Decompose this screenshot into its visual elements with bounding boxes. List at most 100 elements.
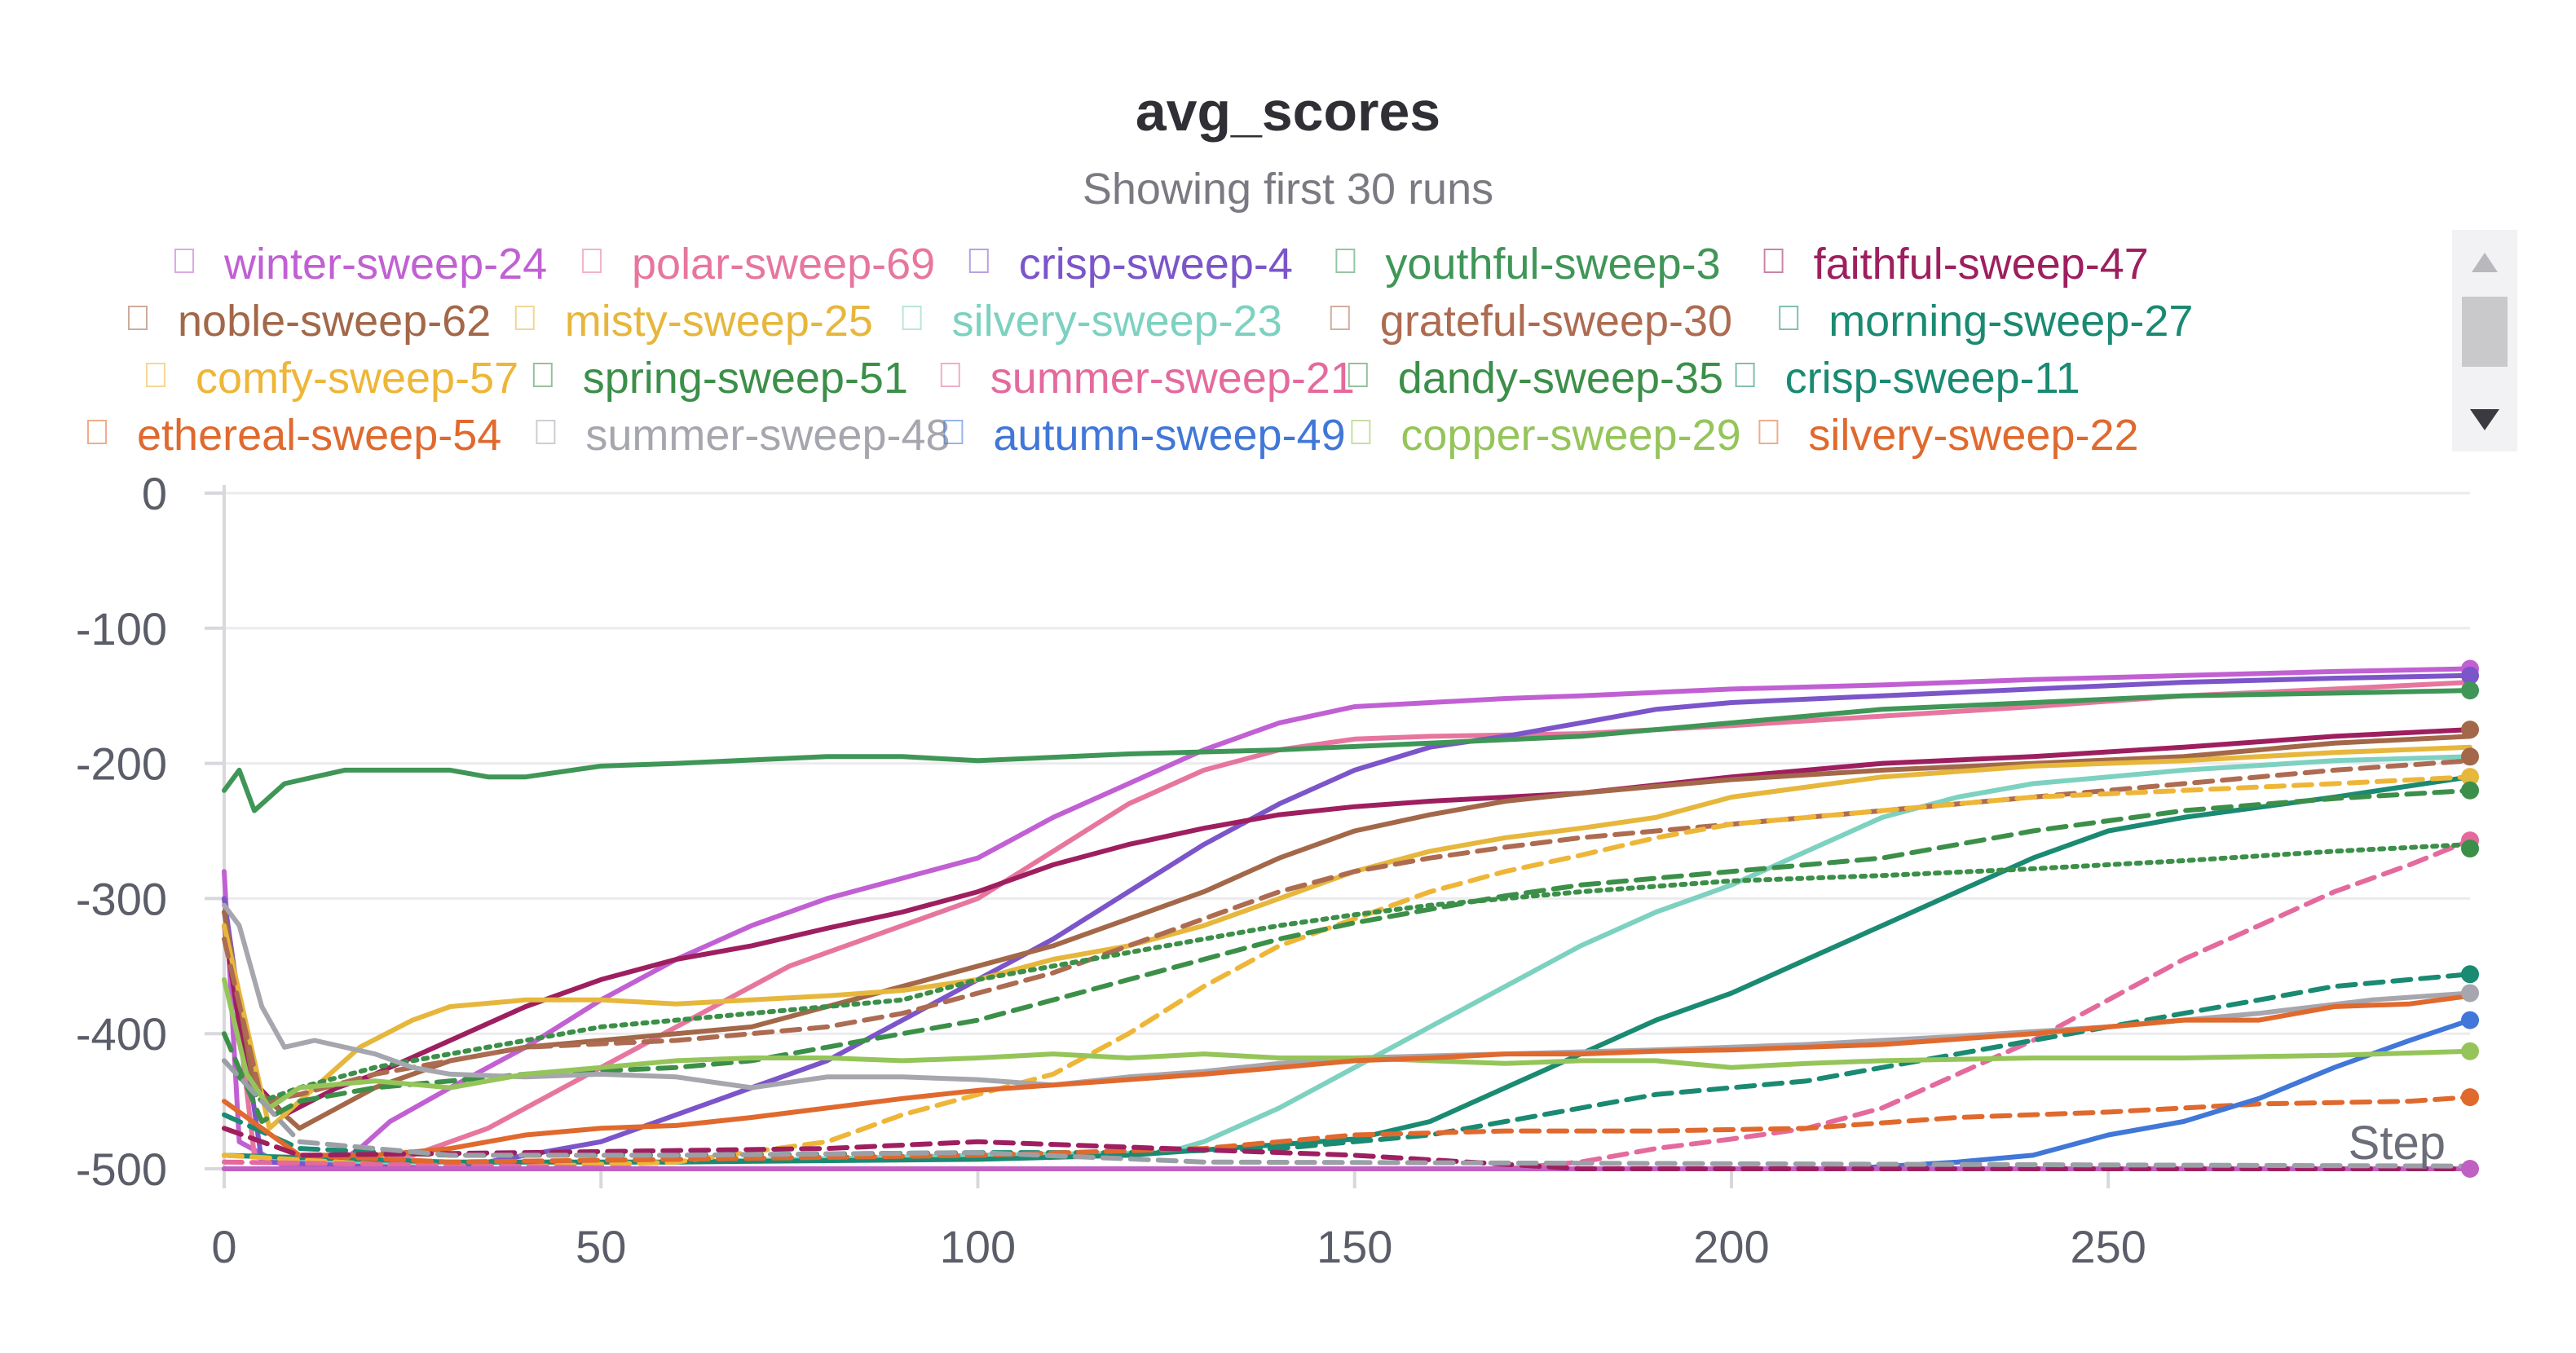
legend-item-dandy-sweep-35[interactable]: dandy-sweep-35 bbox=[1348, 354, 1723, 403]
x-tick-label: 0 bbox=[211, 1221, 236, 1272]
legend-label: misty-sweep-25 bbox=[565, 297, 873, 346]
legend-item-crisp-sweep-11[interactable]: crisp-sweep-11 bbox=[1735, 354, 2080, 403]
legend-swatch bbox=[1351, 420, 1371, 444]
series-line-comfy-sweep-57[interactable] bbox=[222, 774, 2472, 1171]
series-line-unlabeled-21[interactable] bbox=[222, 1126, 2472, 1171]
y-tick-label: -200 bbox=[76, 738, 167, 790]
legend-label: dandy-sweep-35 bbox=[1398, 354, 1723, 403]
series-end-marker bbox=[2461, 747, 2479, 766]
legend-item-copper-sweep-29[interactable]: copper-sweep-29 bbox=[1351, 411, 1741, 460]
series-end-marker bbox=[2461, 1011, 2479, 1029]
x-tick-label: 150 bbox=[1317, 1221, 1392, 1272]
series-line-winter-sweep-24[interactable] bbox=[222, 666, 2472, 1171]
chart-title: avg_scores bbox=[1136, 81, 1440, 143]
legend-label: youthful-sweep-3 bbox=[1385, 240, 1720, 289]
series-end-marker bbox=[2461, 681, 2479, 700]
legend-swatch bbox=[1779, 306, 1799, 330]
legend-item-morning-sweep-27[interactable]: morning-sweep-27 bbox=[1779, 297, 2193, 346]
series-end-marker bbox=[2461, 781, 2479, 800]
legend-label: winter-sweep-24 bbox=[223, 240, 547, 289]
series-line-youthful-sweep-3[interactable] bbox=[222, 688, 2472, 813]
legend-swatch bbox=[1763, 249, 1784, 273]
legend-item-winter-sweep-24[interactable]: winter-sweep-24 bbox=[174, 240, 547, 289]
legend: winter-sweep-24 polar-sweep-69 crisp-sweep… bbox=[87, 240, 2193, 460]
legend-item-crisp-sweep-4[interactable]: crisp-sweep-4 bbox=[968, 240, 1293, 289]
legend-swatch bbox=[128, 306, 148, 330]
legend-label: silvery-sweep-22 bbox=[1808, 411, 2138, 460]
legend-item-grateful-sweep-30[interactable]: grateful-sweep-30 bbox=[1330, 297, 1732, 346]
x-tick-label: 50 bbox=[576, 1221, 626, 1272]
legend-label: spring-sweep-51 bbox=[583, 354, 908, 403]
legend-label: summer-sweep-48 bbox=[585, 411, 950, 460]
legend-item-polar-sweep-69[interactable]: polar-sweep-69 bbox=[582, 240, 935, 289]
scroll-thumb[interactable] bbox=[2462, 297, 2508, 367]
legend-item-summer-sweep-48[interactable]: summer-sweep-48 bbox=[536, 411, 951, 460]
scroll-up-icon[interactable] bbox=[2472, 253, 2498, 272]
y-tick-label: -400 bbox=[76, 1008, 167, 1060]
x-tick-label: 200 bbox=[1693, 1221, 1769, 1272]
legend-swatch bbox=[514, 306, 535, 330]
series-end-marker bbox=[2461, 965, 2479, 984]
legend-label: grateful-sweep-30 bbox=[1380, 297, 1732, 346]
legend-swatch bbox=[943, 420, 964, 444]
series-end-marker bbox=[2461, 721, 2479, 739]
end-markers bbox=[2461, 659, 2479, 1178]
series-line-misty-sweep-25[interactable] bbox=[222, 744, 2472, 1131]
legend-item-autumn-sweep-49[interactable]: autumn-sweep-49 bbox=[943, 411, 1346, 460]
series-line-copper-sweep-29[interactable] bbox=[222, 976, 2472, 1111]
legend-swatch bbox=[174, 249, 194, 273]
y-tick-label: -300 bbox=[76, 873, 167, 924]
series-line-dandy-sweep-35[interactable] bbox=[222, 842, 2472, 1104]
legend-item-spring-sweep-51[interactable]: spring-sweep-51 bbox=[532, 354, 908, 403]
legend-swatch bbox=[968, 249, 989, 273]
series-end-marker bbox=[2461, 1160, 2479, 1178]
legend-label: ethereal-sweep-54 bbox=[137, 411, 501, 460]
plot-area: 0 -100 -200 -300 -400 -500 0 50 100 150 200 250 Ste… bbox=[76, 468, 2479, 1272]
series-end-marker bbox=[2461, 666, 2479, 685]
series-line-polar-sweep-69[interactable] bbox=[222, 680, 2472, 1171]
series-end-marker bbox=[2461, 1042, 2479, 1060]
series-line-unlabeled-22[interactable] bbox=[222, 1058, 2472, 1169]
legend-item-silvery-sweep-23[interactable]: silvery-sweep-23 bbox=[902, 297, 1282, 346]
series-end-marker bbox=[2461, 984, 2479, 1003]
legend-swatch bbox=[1758, 420, 1779, 444]
series-line-faithful-sweep-47[interactable] bbox=[222, 727, 2472, 1117]
legend-item-silvery-sweep-22[interactable]: silvery-sweep-22 bbox=[1758, 411, 2139, 460]
legend-swatch bbox=[1735, 363, 1755, 387]
legend-label: silvery-sweep-23 bbox=[952, 297, 1282, 346]
series-line-summer-sweep-48[interactable] bbox=[222, 902, 2472, 1091]
series-line-morning-sweep-27[interactable] bbox=[222, 774, 2472, 1165]
x-tick-label: 250 bbox=[2071, 1221, 2146, 1272]
series-end-marker bbox=[2461, 768, 2479, 787]
legend-item-summer-sweep-21[interactable]: summer-sweep-21 bbox=[940, 354, 1355, 403]
legend-scrollbar[interactable] bbox=[2452, 230, 2517, 452]
chart-subtitle: Showing first 30 runs bbox=[1083, 165, 1493, 214]
series-line-crisp-sweep-4[interactable] bbox=[222, 672, 2472, 1171]
series-line-silvery-sweep-22[interactable] bbox=[222, 993, 2472, 1158]
series-line-ethereal-sweep-54[interactable] bbox=[222, 1095, 2472, 1165]
legend-label: crisp-sweep-11 bbox=[1785, 354, 2080, 403]
legend-item-comfy-sweep-57[interactable]: comfy-sweep-57 bbox=[146, 354, 518, 403]
y-tick-label: -500 bbox=[76, 1144, 167, 1195]
legend-label: autumn-sweep-49 bbox=[993, 411, 1345, 460]
x-axis-label: Step bbox=[2349, 1117, 2446, 1170]
legend-item-ethereal-sweep-54[interactable]: ethereal-sweep-54 bbox=[87, 411, 501, 460]
legend-label: morning-sweep-27 bbox=[1828, 297, 2193, 346]
legend-swatch bbox=[1348, 363, 1368, 387]
legend-item-youthful-sweep-3[interactable]: youthful-sweep-3 bbox=[1335, 240, 1721, 289]
legend-item-misty-sweep-25[interactable]: misty-sweep-25 bbox=[514, 297, 873, 346]
series-lines bbox=[222, 666, 2472, 1171]
scroll-down-icon[interactable] bbox=[2470, 409, 2499, 430]
legend-item-noble-sweep-62[interactable]: noble-sweep-62 bbox=[128, 297, 491, 346]
legend-label: summer-sweep-21 bbox=[990, 354, 1355, 403]
legend-swatch bbox=[532, 363, 553, 387]
legend-label: copper-sweep-29 bbox=[1400, 411, 1740, 460]
legend-label: polar-sweep-69 bbox=[632, 240, 935, 289]
legend-swatch bbox=[87, 420, 107, 444]
legend-label: noble-sweep-62 bbox=[178, 297, 491, 346]
axes: 0 -100 -200 -300 -400 -500 0 50 100 150 200 250 bbox=[76, 468, 2470, 1272]
legend-swatch bbox=[902, 306, 922, 330]
y-tick-label: 0 bbox=[142, 468, 167, 519]
legend-item-faithful-sweep-47[interactable]: faithful-sweep-47 bbox=[1763, 240, 2149, 289]
